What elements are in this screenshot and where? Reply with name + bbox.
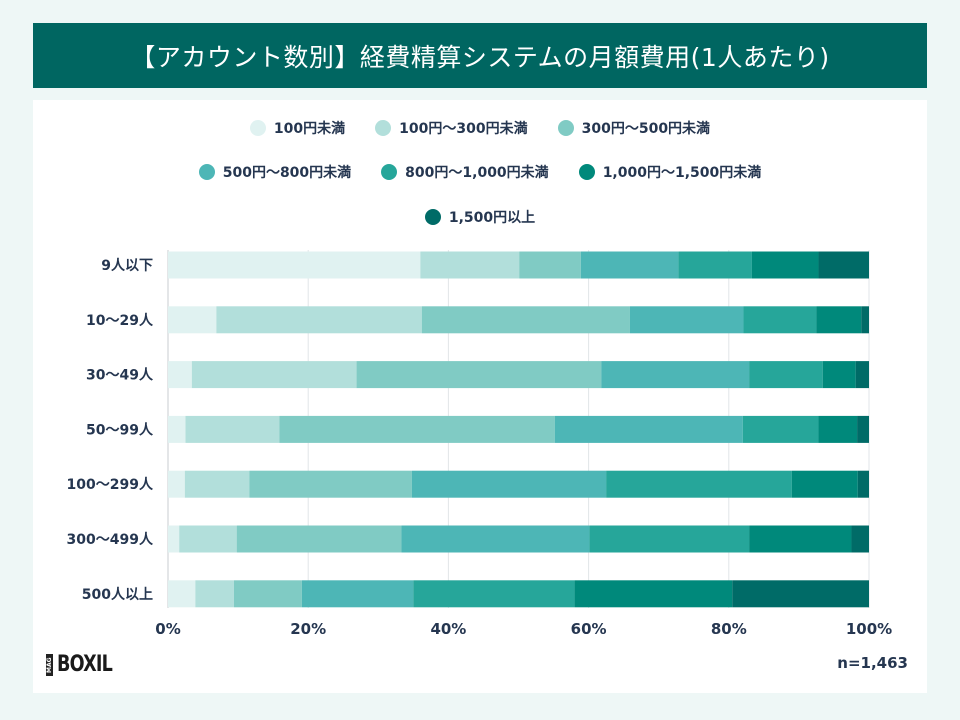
bar-segment: [749, 361, 823, 389]
bar-segment: [749, 525, 852, 553]
bar-segment: [818, 415, 858, 443]
legend-swatch: [381, 164, 398, 180]
bar-segment: [184, 470, 250, 498]
bar-segment: [743, 306, 817, 334]
bar-segment: [236, 525, 402, 553]
legend-item: 100円〜300円未満: [375, 118, 528, 138]
bar-segment: [233, 580, 302, 608]
legend-item: 100円未満: [249, 118, 346, 138]
bar-segment: [168, 525, 180, 553]
legend-swatch: [557, 120, 574, 136]
bar-segment: [554, 415, 743, 443]
bar-segment: [249, 470, 412, 498]
legend-row-3: 1,500円以上: [33, 207, 927, 227]
legend-label: 100円〜300円未満: [399, 121, 528, 137]
legend-item: 300円〜500円未満: [557, 118, 711, 138]
legend-swatch: [375, 120, 392, 136]
legend-item: 1,000円〜1,500円未満: [578, 162, 762, 182]
bar-segment: [216, 306, 422, 334]
category-label: 50〜99人: [86, 421, 154, 438]
legend-label: 300円〜500円未満: [581, 121, 711, 137]
boxil-logo: MAG BOXIL: [46, 652, 113, 677]
bar-segment: [420, 251, 520, 279]
legend-row-1: 100円未満 100円〜300円未満 300円〜500円未満: [33, 118, 927, 138]
bar-segment: [861, 306, 869, 334]
bar-segment: [413, 580, 575, 608]
category-label: 300〜499人: [67, 531, 154, 548]
bar-segment: [580, 251, 679, 279]
bar-segment: [851, 525, 869, 553]
bar-segment: [168, 415, 186, 443]
bar-segment: [791, 470, 858, 498]
bar-segment: [601, 361, 750, 389]
bar-segment: [179, 525, 237, 553]
x-tick-label: 40%: [430, 620, 466, 638]
bar-segment: [857, 415, 869, 443]
legend-item: 500円〜800円未満: [198, 162, 352, 182]
bar-segment: [279, 415, 555, 443]
legend-row-2: 500円〜800円未満 800円〜1,000円未満 1,000円〜1,500円未満: [33, 162, 927, 182]
legend-swatch: [198, 164, 215, 180]
bar-segment: [195, 580, 234, 608]
legend-label: 1,500円以上: [448, 210, 536, 226]
bar-segment: [191, 361, 357, 389]
legend-swatch: [249, 120, 266, 136]
bar-segment: [751, 251, 819, 279]
legend-label: 500円〜800円未満: [222, 165, 352, 181]
bar-segment: [185, 415, 280, 443]
bar-segment: [411, 470, 607, 498]
bar-segment: [816, 306, 862, 334]
bar-segment: [857, 470, 869, 498]
bar-segment: [606, 470, 792, 498]
bar-segment: [589, 525, 750, 553]
bar-segment: [356, 361, 602, 389]
category-label: 30〜49人: [86, 367, 154, 384]
category-label: 10〜29人: [86, 312, 154, 329]
x-tick-label: 100%: [846, 620, 892, 638]
legend-swatch: [424, 209, 441, 225]
bar-segment: [732, 580, 869, 608]
legend-label: 1,000円〜1,500円未満: [602, 165, 762, 181]
bar-segment: [168, 361, 192, 389]
x-tick-label: 60%: [571, 620, 607, 638]
bar-segment: [855, 361, 869, 389]
x-tick-label: 20%: [290, 620, 326, 638]
bar-segment: [629, 306, 744, 334]
bar-segment: [401, 525, 590, 553]
legend-swatch: [578, 164, 595, 180]
x-tick-label: 80%: [711, 620, 747, 638]
category-label: 9人以下: [101, 257, 153, 274]
legend-item: 800円〜1,000円未満: [381, 162, 549, 182]
bar-segment: [168, 306, 217, 334]
bar-segment: [168, 470, 185, 498]
bar-segment: [519, 251, 581, 279]
sample-size: n=1,463: [837, 654, 908, 672]
bar-segment: [168, 580, 196, 608]
legend-label: 800円〜1,000円未満: [405, 165, 549, 181]
category-label: 100〜299人: [67, 476, 154, 493]
bar-segment: [168, 251, 421, 279]
bar-segment: [574, 580, 733, 608]
bar-segment: [822, 361, 856, 389]
bar-segment: [301, 580, 414, 608]
x-tick-label: 0%: [155, 620, 180, 638]
chart-title: 【アカウント数別】経費精算システムの月額費用(1人あたり): [33, 23, 927, 88]
bar-segment: [742, 415, 819, 443]
bar-segment: [818, 251, 869, 279]
legend-label: 100円未満: [273, 121, 346, 137]
bar-segment: [678, 251, 752, 279]
legend-item: 1,500円以上: [424, 207, 536, 227]
bar-segment: [421, 306, 630, 334]
category-label: 500人以上: [82, 586, 153, 603]
